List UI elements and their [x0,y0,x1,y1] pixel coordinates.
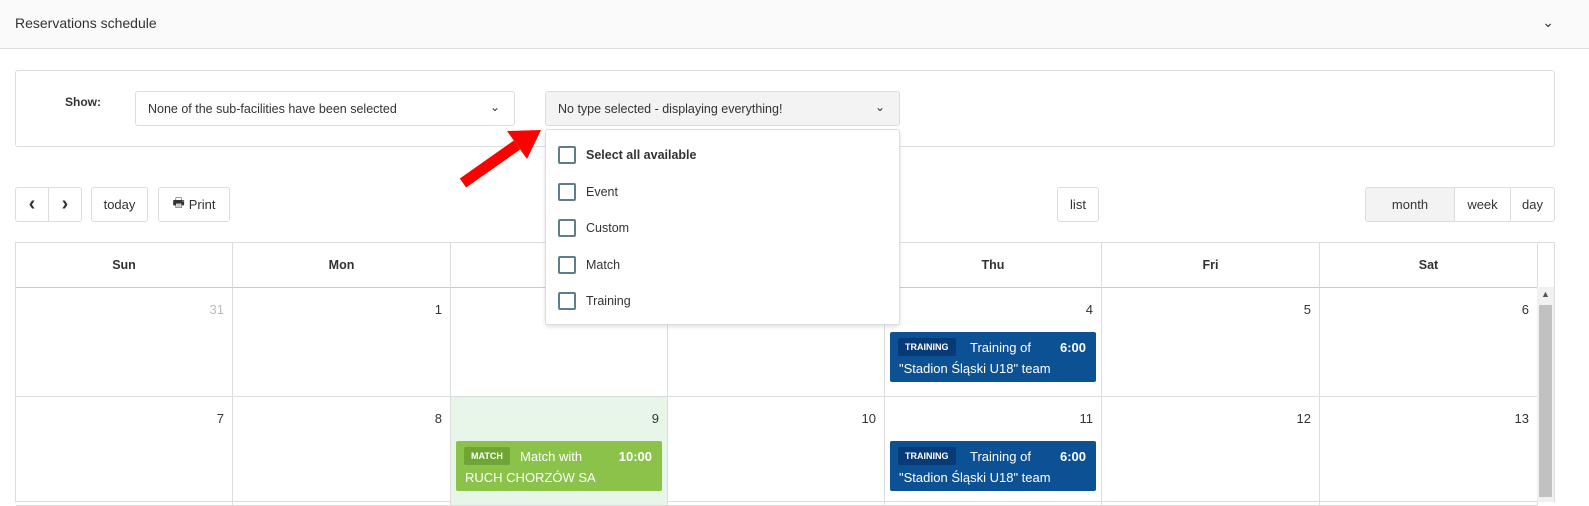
scrollbar-thumb[interactable] [1539,305,1552,497]
week-view-button[interactable]: week [1454,187,1511,222]
day-number[interactable]: 11 [1079,411,1094,426]
printer-icon: 🖶 [172,194,185,210]
subfacility-value: None of the sub-facilities have been sel… [148,102,397,116]
event-time: 6:00 [1059,449,1086,464]
day-number[interactable]: 13 [1514,411,1529,426]
event-subtitle: "Stadion Śląski U18" team [899,470,1051,485]
event-time: 10:00 [618,449,652,464]
event-title: Training of [970,340,1031,355]
day-number[interactable]: 31 [209,302,224,317]
scroll-up-icon[interactable]: ▲ [1541,289,1550,299]
day-cell[interactable]: 13 [1320,397,1538,506]
option-label: Select all available [586,148,697,162]
day-header-fri: Fri [1102,243,1320,288]
day-number[interactable]: 1 [434,302,442,317]
match-event[interactable]: MATCH Match with 10:00 RUCH CHORZÓW SA [456,441,662,491]
chevron-down-icon[interactable]: ⌄ [1542,14,1554,30]
next-button[interactable]: › [48,187,82,222]
option-label: Event [586,184,618,199]
section-header[interactable]: Reservations schedule ⌄ [0,0,1589,49]
day-number[interactable]: 12 [1296,411,1311,426]
checkbox[interactable] [558,292,576,310]
subfacility-select[interactable]: None of the sub-facilities have been sel… [135,91,515,126]
event-type-badge: TRAINING [898,338,956,356]
type-option-event[interactable]: Event [558,182,618,201]
training-event[interactable]: TRAINING Training of 6:00 "Stadion Śląski U… [890,441,1096,491]
option-label: Match [586,257,621,272]
day-number[interactable]: 6 [1521,302,1529,317]
type-select[interactable]: No type selected - displaying everything… [545,91,900,126]
option-label: Custom [586,221,630,235]
checkbox[interactable] [558,182,576,201]
today-button[interactable]: today [91,187,148,222]
chevron-down-icon: ⌄ [874,100,885,114]
type-dropdown-menu: Select all available Event Custom Match Trai… [545,129,900,325]
list-view-button[interactable]: list [1057,187,1099,222]
type-option-custom[interactable]: Custom [558,219,629,237]
type-value: No type selected - displaying everything… [558,102,783,116]
day-header-sun: Sun [16,243,233,288]
month-view-button[interactable]: month [1365,187,1455,222]
day-cell[interactable]: 10 [668,397,885,506]
day-header-mon: Mon [233,243,451,288]
event-title: Training of [970,449,1031,464]
training-event[interactable]: TRAINING Training of 6:00 "Stadion Śląski U… [890,332,1096,382]
show-label: Show: [65,95,101,109]
option-label: Training [586,294,631,308]
print-button[interactable]: 🖶 Print [158,187,230,222]
day-number[interactable]: 7 [216,411,224,426]
day-cell[interactable]: 11 TRAINING Training of 6:00 "Stadion Śląski… [885,397,1102,506]
day-cell[interactable]: 7 [16,397,233,506]
day-number[interactable]: 9 [651,411,659,426]
day-cell[interactable]: 8 [233,397,451,506]
checkbox[interactable] [558,146,576,164]
event-subtitle: "Stadion Śląski U18" team [899,361,1051,376]
event-title: Match with [520,449,583,464]
day-cell[interactable]: 9 MATCH Match with 10:00 RUCH CHORZÓW SA [451,397,668,506]
type-option-select-all-available[interactable]: Select all available [558,146,697,164]
day-cell[interactable]: 4 TRAINING Training of 6:00 "Stadion Śląski … [885,288,1102,397]
day-cell[interactable]: 6 [1320,288,1538,397]
type-option-match[interactable]: Match [558,255,621,274]
day-view-button[interactable]: day [1510,187,1555,222]
type-option-training[interactable]: Training [558,292,631,310]
event-time: 6:00 [1059,340,1086,355]
day-number[interactable]: 8 [434,411,442,426]
day-cell[interactable]: 1 [233,288,451,397]
day-number[interactable]: 10 [861,411,876,426]
event-type-badge: TRAINING [898,447,956,465]
chevron-down-icon: ⌄ [489,100,500,114]
event-subtitle: RUCH CHORZÓW SA [465,470,596,485]
day-cell[interactable]: 5 [1102,288,1320,397]
red-arrow-annotation [459,130,541,188]
day-cell[interactable]: 31 [16,288,233,397]
day-header-thu: Thu [885,243,1102,288]
checkbox[interactable] [558,255,576,274]
day-number[interactable]: 4 [1085,302,1093,317]
section-title: Reservations schedule [15,15,157,31]
prev-button[interactable]: ‹ [15,187,49,222]
day-number[interactable]: 5 [1303,302,1311,317]
checkbox[interactable] [558,219,576,237]
day-cell[interactable]: 12 [1102,397,1320,506]
event-type-badge: MATCH [464,447,510,465]
day-header-sat: Sat [1320,243,1538,288]
